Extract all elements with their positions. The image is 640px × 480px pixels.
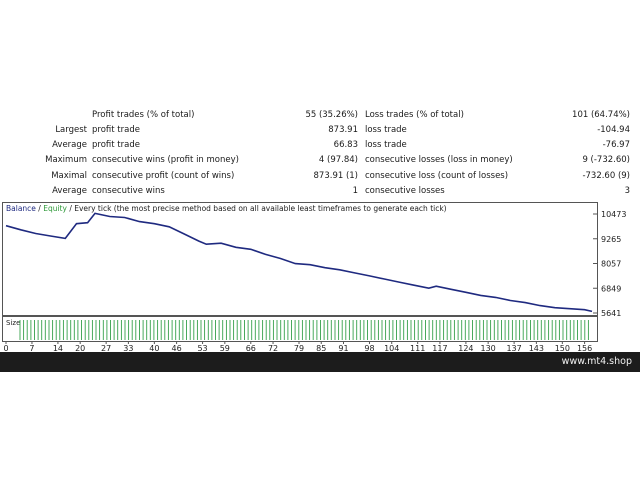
stat-label: Average [52, 140, 87, 150]
main-plot-frame [2, 202, 598, 316]
stat-value: 55 (35.26%) [305, 110, 358, 120]
legend-balance: Balance [6, 204, 36, 213]
stat-label: Maximum [45, 155, 87, 165]
stat-description: profit trade [92, 140, 140, 150]
stat-value: -104.94 [597, 125, 630, 135]
stat-description: consecutive profit (count of wins) [92, 171, 235, 181]
stat-value: 4 (97.84) [318, 155, 358, 165]
x-tick-label: 150 [555, 344, 570, 352]
stat-description: consecutive losses [365, 186, 445, 196]
size-label: Size [6, 319, 20, 327]
stat-label: Largest [55, 125, 87, 135]
stat-description: consecutive losses (loss in money) [365, 155, 513, 165]
stat-description: consecutive wins [92, 186, 165, 196]
y-tick-label: 5641 [601, 309, 621, 318]
x-tick-label: 66 [246, 344, 256, 352]
x-tick-label: 130 [481, 344, 496, 352]
stat-description: Loss trades (% of total) [365, 110, 464, 120]
stat-description: Profit trades (% of total) [92, 110, 195, 120]
x-tick-label: 79 [294, 344, 304, 352]
x-tick-label: 85 [316, 344, 326, 352]
stat-value: 101 (64.74%) [572, 110, 630, 120]
x-tick-label: 117 [432, 344, 447, 352]
x-tick-label: 7 [29, 344, 34, 352]
report-stats-table: Profit trades (% of total) 55 (35.26%) Los… [0, 108, 640, 200]
footer-bar: www.mt4.shop [0, 352, 640, 372]
x-tick-label: 98 [364, 344, 374, 352]
x-tick-label: 40 [149, 344, 159, 352]
x-tick-label: 27 [101, 344, 111, 352]
stat-value: -76.97 [602, 140, 630, 150]
stat-value: 66.83 [333, 140, 358, 150]
stat-description: consecutive loss (count of losses) [365, 171, 509, 181]
stat-label: Average [52, 186, 87, 196]
y-tick-label: 9265 [601, 235, 621, 244]
legend-separator: / [66, 204, 75, 213]
y-tick-label: 6849 [601, 284, 621, 293]
x-tick-label: 20 [75, 344, 85, 352]
x-tick-label: 111 [410, 344, 425, 352]
legend-separator: / [35, 204, 44, 213]
stat-value: 873.91 (1) [313, 171, 358, 181]
chart-legend: Balance / Equity / Every tick (the most … [6, 204, 447, 213]
site-watermark: www.mt4.shop [561, 356, 632, 367]
balance-chart: 10473 9265 8057 6849 5641 Size 0 7 14 20 27 33 40 46 5… [2, 202, 626, 352]
x-tick-label: 14 [53, 344, 63, 352]
stat-value: 1 [352, 186, 358, 196]
stat-value: -732.60 (9) [582, 171, 630, 181]
stat-value: 3 [624, 186, 630, 196]
x-tick-label: 156 [577, 344, 592, 352]
x-tick-label: 72 [268, 344, 278, 352]
stat-description: consecutive wins (profit in money) [92, 155, 239, 165]
stat-value: 9 (-732.60) [582, 155, 630, 165]
x-tick-label: 104 [384, 344, 399, 352]
stat-description: loss trade [365, 140, 407, 150]
stat-description: loss trade [365, 125, 407, 135]
x-tick-label: 33 [123, 344, 133, 352]
stats-row: Maximum consecutive wins (profit in money… [0, 153, 640, 168]
legend-note: Every tick (the most precise method base… [74, 204, 447, 213]
stat-description: profit trade [92, 125, 140, 135]
stats-row: Largest profit trade 873.91 loss trade -104.… [0, 123, 640, 138]
x-tick-label: 124 [458, 344, 473, 352]
x-tick-label: 46 [172, 344, 182, 352]
y-tick-label: 10473 [601, 210, 626, 219]
balance-line [5, 212, 593, 313]
stats-row: Average profit trade 66.83 loss trade -76.97 [0, 138, 640, 153]
stats-row: Profit trades (% of total) 55 (35.26%) Los… [0, 108, 640, 123]
x-tick-label: 137 [506, 344, 521, 352]
x-tick-label: 91 [338, 344, 348, 352]
x-tick-label: 59 [220, 344, 230, 352]
stat-value: 873.91 [328, 125, 358, 135]
stat-label: Maximal [51, 171, 87, 181]
legend-equity: Equity [43, 204, 67, 213]
stats-row: Average consecutive wins 1 consecutive loss… [0, 184, 640, 199]
x-tick-label: 0 [3, 344, 8, 352]
stats-row: Maximal consecutive profit (count of wins… [0, 169, 640, 184]
x-tick-label: 53 [197, 344, 207, 352]
x-tick-label: 143 [529, 344, 544, 352]
y-tick-label: 8057 [601, 260, 621, 269]
